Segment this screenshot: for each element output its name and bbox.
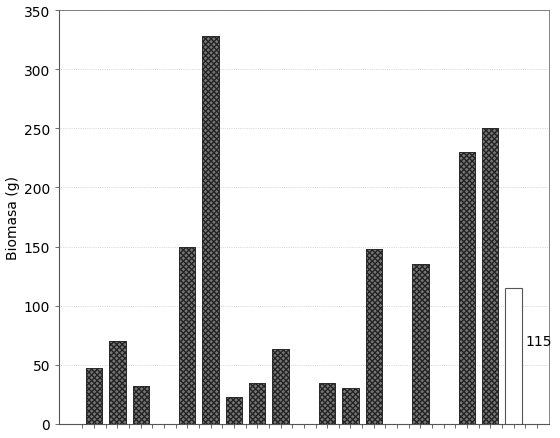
Bar xyxy=(366,249,382,424)
Bar xyxy=(86,368,102,424)
Bar xyxy=(179,247,195,424)
Bar xyxy=(482,129,498,424)
Bar xyxy=(459,152,475,424)
Bar xyxy=(506,288,522,424)
Bar xyxy=(249,383,265,424)
Bar xyxy=(226,397,242,424)
Bar xyxy=(203,37,219,424)
Y-axis label: Biomasa (g): Biomasa (g) xyxy=(6,176,20,259)
Bar xyxy=(86,368,102,424)
Bar xyxy=(249,383,265,424)
Bar xyxy=(459,152,475,424)
Bar xyxy=(133,386,149,424)
Bar xyxy=(272,350,289,424)
Bar xyxy=(342,389,358,424)
Bar xyxy=(109,341,125,424)
Bar xyxy=(412,265,428,424)
Bar xyxy=(226,397,242,424)
Bar xyxy=(272,350,289,424)
Bar xyxy=(109,341,125,424)
Bar xyxy=(412,265,428,424)
Bar xyxy=(319,383,335,424)
Text: 115: 115 xyxy=(525,334,552,348)
Bar xyxy=(203,37,219,424)
Bar xyxy=(342,389,358,424)
Bar xyxy=(133,386,149,424)
Bar xyxy=(366,249,382,424)
Bar xyxy=(482,129,498,424)
Bar xyxy=(179,247,195,424)
Bar xyxy=(319,383,335,424)
